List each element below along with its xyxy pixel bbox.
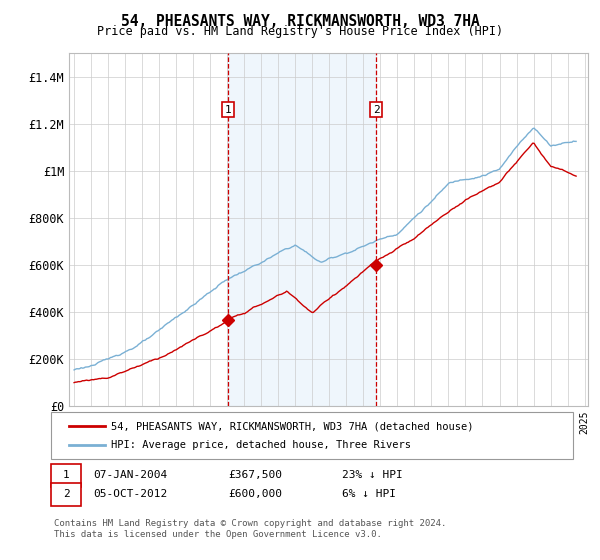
Text: 54, PHEASANTS WAY, RICKMANSWORTH, WD3 7HA: 54, PHEASANTS WAY, RICKMANSWORTH, WD3 7H… [121,14,479,29]
Text: Price paid vs. HM Land Registry's House Price Index (HPI): Price paid vs. HM Land Registry's House … [97,25,503,38]
Text: £367,500: £367,500 [228,470,282,480]
Text: 07-JAN-2004: 07-JAN-2004 [93,470,167,480]
Text: 23% ↓ HPI: 23% ↓ HPI [342,470,403,480]
Text: 2: 2 [373,105,380,115]
Text: This data is licensed under the Open Government Licence v3.0.: This data is licensed under the Open Gov… [54,530,382,539]
Text: 1: 1 [224,105,231,115]
Text: 05-OCT-2012: 05-OCT-2012 [93,489,167,500]
Text: HPI: Average price, detached house, Three Rivers: HPI: Average price, detached house, Thre… [111,440,411,450]
Text: £600,000: £600,000 [228,489,282,500]
Text: 6% ↓ HPI: 6% ↓ HPI [342,489,396,500]
Text: Contains HM Land Registry data © Crown copyright and database right 2024.: Contains HM Land Registry data © Crown c… [54,519,446,528]
Text: 2: 2 [62,489,70,500]
Text: 54, PHEASANTS WAY, RICKMANSWORTH, WD3 7HA (detached house): 54, PHEASANTS WAY, RICKMANSWORTH, WD3 7H… [111,421,473,431]
Bar [228,53,376,406]
Text: 1: 1 [62,470,70,480]
